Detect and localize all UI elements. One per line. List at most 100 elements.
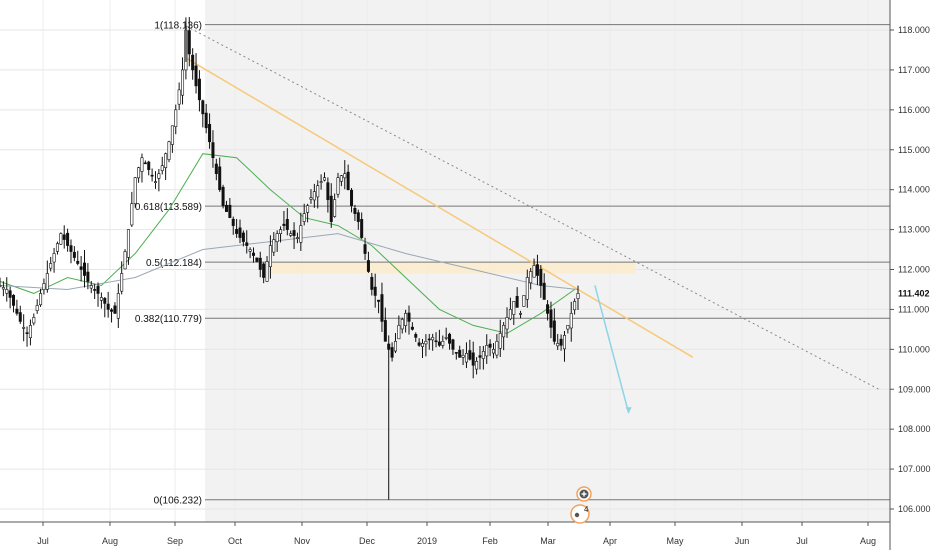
candle-body xyxy=(454,352,458,354)
candle xyxy=(42,278,46,295)
candle-body xyxy=(5,289,9,294)
candle-body xyxy=(18,312,22,322)
candle xyxy=(93,283,97,300)
candle-body xyxy=(235,229,239,234)
x-tick-label: Aug xyxy=(102,536,118,546)
candle xyxy=(529,267,533,290)
candle xyxy=(45,260,49,293)
candle xyxy=(8,286,12,309)
candle xyxy=(86,263,90,290)
candle-body xyxy=(76,260,80,264)
candle-body xyxy=(177,89,181,105)
candle xyxy=(15,299,19,316)
candle-body xyxy=(0,285,2,287)
candle-body xyxy=(414,334,418,338)
candle-body xyxy=(306,205,310,213)
candle xyxy=(322,172,326,182)
event-markers[interactable]: 4 xyxy=(570,486,592,524)
candle-body xyxy=(86,271,90,282)
x-tick-label: May xyxy=(666,536,684,546)
candle xyxy=(312,183,316,208)
candle-body xyxy=(113,305,117,314)
candle-body xyxy=(66,232,70,246)
candle xyxy=(25,326,29,347)
candle-body xyxy=(248,249,252,252)
candle-body xyxy=(1,287,5,290)
candle-body xyxy=(181,69,185,96)
event-marker-count[interactable]: 4 xyxy=(570,504,590,524)
candle xyxy=(431,333,435,351)
candle-body xyxy=(59,233,63,245)
candle xyxy=(421,338,425,358)
candle-body xyxy=(123,251,127,270)
candle xyxy=(414,332,418,342)
candle xyxy=(126,229,130,265)
candle-body xyxy=(160,165,164,171)
x-tick-label: Aug xyxy=(860,536,876,546)
candle-body xyxy=(417,342,421,346)
candle-body xyxy=(282,223,286,226)
candle-body xyxy=(343,173,347,179)
candle-body xyxy=(93,289,97,291)
candle xyxy=(295,232,299,244)
candle xyxy=(434,332,438,348)
candle xyxy=(245,230,249,254)
candle xyxy=(5,277,9,302)
candle xyxy=(72,246,76,262)
candle-body xyxy=(562,335,566,350)
event-marker-dot[interactable] xyxy=(574,512,580,518)
candle-body xyxy=(366,260,370,272)
candle-body xyxy=(22,327,26,329)
candle-body xyxy=(329,195,333,222)
candle xyxy=(123,249,127,270)
fib-levels: 1(118.136) 0.618(113.589) 0.5(112.184) 0.38… xyxy=(135,21,890,507)
candle xyxy=(339,174,343,187)
candle-body xyxy=(221,186,225,206)
dotted-trendline xyxy=(185,25,880,390)
candle-body xyxy=(502,325,506,338)
candle-body xyxy=(187,30,191,55)
event-marker-plus[interactable] xyxy=(576,486,592,502)
candle xyxy=(454,352,458,360)
candle-body xyxy=(228,204,232,218)
candle-body xyxy=(120,273,124,292)
y-tick-label: 117.000 xyxy=(898,65,930,75)
candle xyxy=(512,301,516,325)
candle-body xyxy=(302,213,306,222)
candle xyxy=(562,331,566,362)
candle xyxy=(279,226,283,243)
event-marker-ring[interactable] xyxy=(570,504,590,524)
candle-body xyxy=(427,338,431,341)
candle-body xyxy=(103,297,107,304)
candle-body xyxy=(255,257,259,262)
candle-body xyxy=(434,340,438,343)
candle-body xyxy=(441,341,445,346)
candle xyxy=(255,257,259,263)
candle-body xyxy=(495,341,499,356)
candle xyxy=(272,232,276,257)
candle-body xyxy=(559,338,563,346)
candle xyxy=(549,301,553,339)
candle xyxy=(147,160,151,176)
candle xyxy=(495,334,499,359)
candle xyxy=(120,261,124,295)
candle-body xyxy=(289,233,293,236)
projection-line xyxy=(594,285,630,414)
candle xyxy=(208,113,212,149)
candle xyxy=(451,338,455,355)
candle xyxy=(66,228,70,252)
candle-body xyxy=(535,264,539,276)
candle-body xyxy=(292,230,296,236)
event-marker-count-label[interactable]: 4 xyxy=(584,505,589,514)
candle xyxy=(153,171,157,189)
fib-label: 0.618(113.589) xyxy=(135,202,202,213)
candle-body xyxy=(556,343,560,347)
candle-body xyxy=(8,290,12,298)
candle-body xyxy=(488,343,492,348)
x-tick-label: Jul xyxy=(796,536,808,546)
candle xyxy=(76,250,80,266)
candle xyxy=(106,291,110,318)
candle-body xyxy=(208,123,212,143)
grid-lines xyxy=(0,0,890,522)
candle-body xyxy=(468,350,472,360)
